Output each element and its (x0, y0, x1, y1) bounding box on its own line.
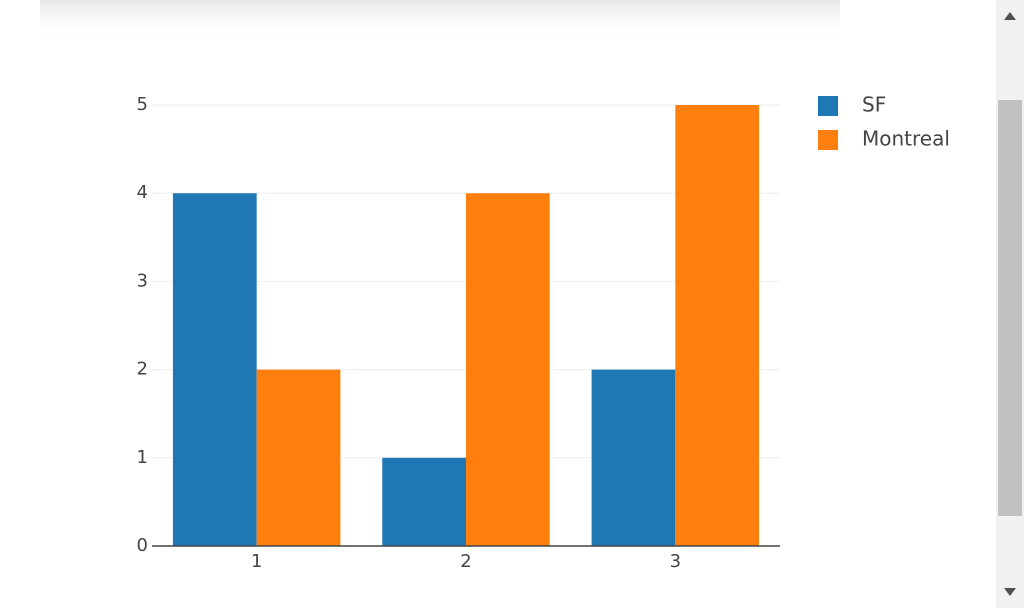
plot-area: 0 1 2 3 4 5 1 2 3 SF Montreal (137, 93, 950, 573)
legend-label[interactable]: SF (862, 93, 886, 117)
legend-swatch[interactable] (818, 130, 838, 150)
legend-label[interactable]: Montreal (862, 127, 950, 151)
x-tick-label: 1 (251, 551, 262, 572)
x-tick-label: 3 (670, 551, 681, 572)
y-tick-label: 0 (137, 535, 148, 556)
bar (591, 369, 676, 546)
y-tick-label: 3 (137, 270, 148, 291)
bar (382, 457, 466, 546)
bar (172, 193, 257, 546)
y-tick-label: 2 (137, 359, 148, 380)
legend-swatch[interactable] (818, 96, 838, 116)
y-tick-label: 5 (137, 94, 148, 115)
scrollbar-thumb[interactable] (998, 100, 1022, 516)
x-tick-label: 2 (460, 551, 471, 572)
bar (466, 193, 550, 546)
top-shadow (40, 0, 840, 40)
scroll-up-arrow[interactable] (1004, 12, 1016, 20)
y-tick-label: 1 (137, 447, 148, 468)
scroll-down-arrow[interactable] (1004, 588, 1016, 596)
y-tick-label: 4 (137, 182, 148, 203)
bar (675, 105, 760, 547)
bar (256, 369, 341, 546)
